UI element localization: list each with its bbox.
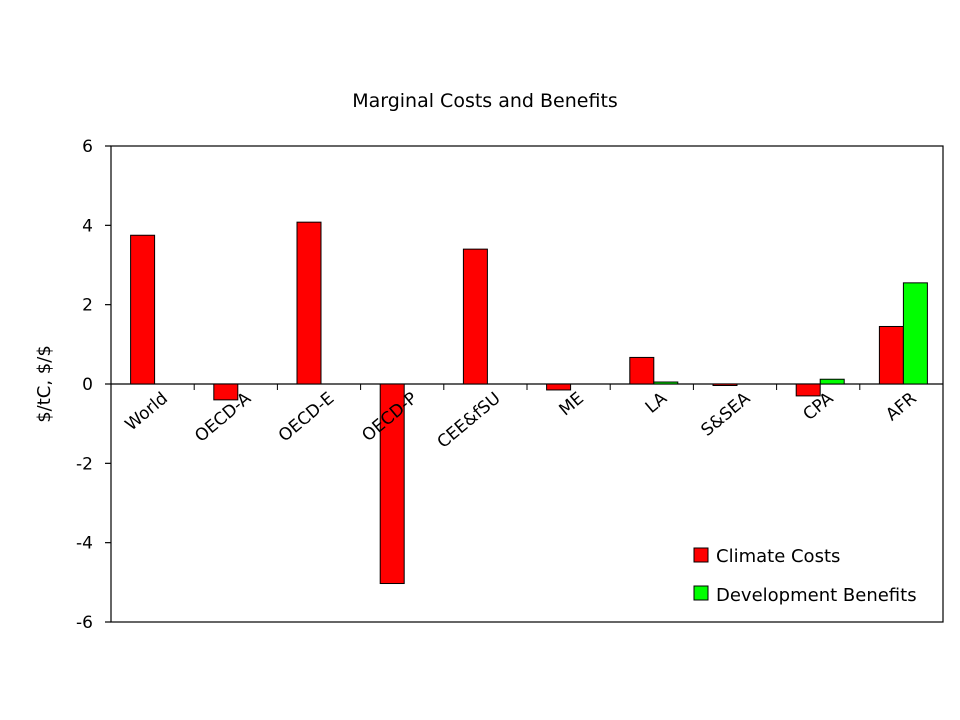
- legend: Climate Costs Development Benefits: [693, 546, 917, 606]
- y-tick-label: 2: [82, 296, 93, 316]
- x-category-label: LA: [642, 388, 672, 417]
- y-tick-label: -6: [76, 613, 93, 633]
- bar-development-benefits-la: [653, 381, 679, 385]
- y-axis: 6 4 2 0 -2 -4 -6: [76, 137, 111, 633]
- y-tick-label: 0: [82, 375, 93, 395]
- legend-label-development-benefits: Development Benefits: [716, 585, 917, 606]
- bar-climate-costs-la: [629, 356, 655, 385]
- x-category-label: World: [122, 389, 172, 436]
- bars: [130, 221, 928, 585]
- y-tick-label: 6: [82, 137, 93, 157]
- bar-climate-costs-s-sea: [712, 383, 738, 386]
- bar-climate-costs-oecd-a: [213, 383, 239, 401]
- legend-swatch-development-benefits: [693, 585, 709, 601]
- x-category-label: AFR: [882, 388, 920, 425]
- bar-climate-costs-cpa: [795, 383, 821, 397]
- chart-title: Marginal Costs and Benefits: [352, 90, 618, 112]
- x-category-label: S&SEA: [698, 388, 755, 440]
- bar-climate-costs-oecd-p: [379, 383, 405, 585]
- legend-swatch-climate-costs: [693, 547, 709, 563]
- y-tick-label: 4: [82, 216, 93, 236]
- y-axis-label: $/tC, $/$: [34, 345, 55, 423]
- bar-climate-costs-world: [130, 234, 156, 385]
- bar-climate-costs-me: [546, 383, 572, 391]
- x-category-label: ME: [555, 389, 587, 421]
- bar-development-benefits-cpa: [819, 378, 845, 385]
- bar-climate-costs-oecd-e: [296, 221, 322, 385]
- bar-development-benefits-afr: [902, 282, 928, 385]
- x-category-label: OECD-E: [275, 389, 338, 447]
- x-category-label: CEE&fSU: [434, 389, 505, 453]
- y-tick-label: -4: [76, 534, 93, 554]
- legend-label-climate-costs: Climate Costs: [716, 546, 840, 567]
- bar-climate-costs-cee-fsu: [462, 248, 488, 385]
- bar-climate-costs-afr: [878, 325, 904, 385]
- y-tick-label: -2: [76, 454, 93, 474]
